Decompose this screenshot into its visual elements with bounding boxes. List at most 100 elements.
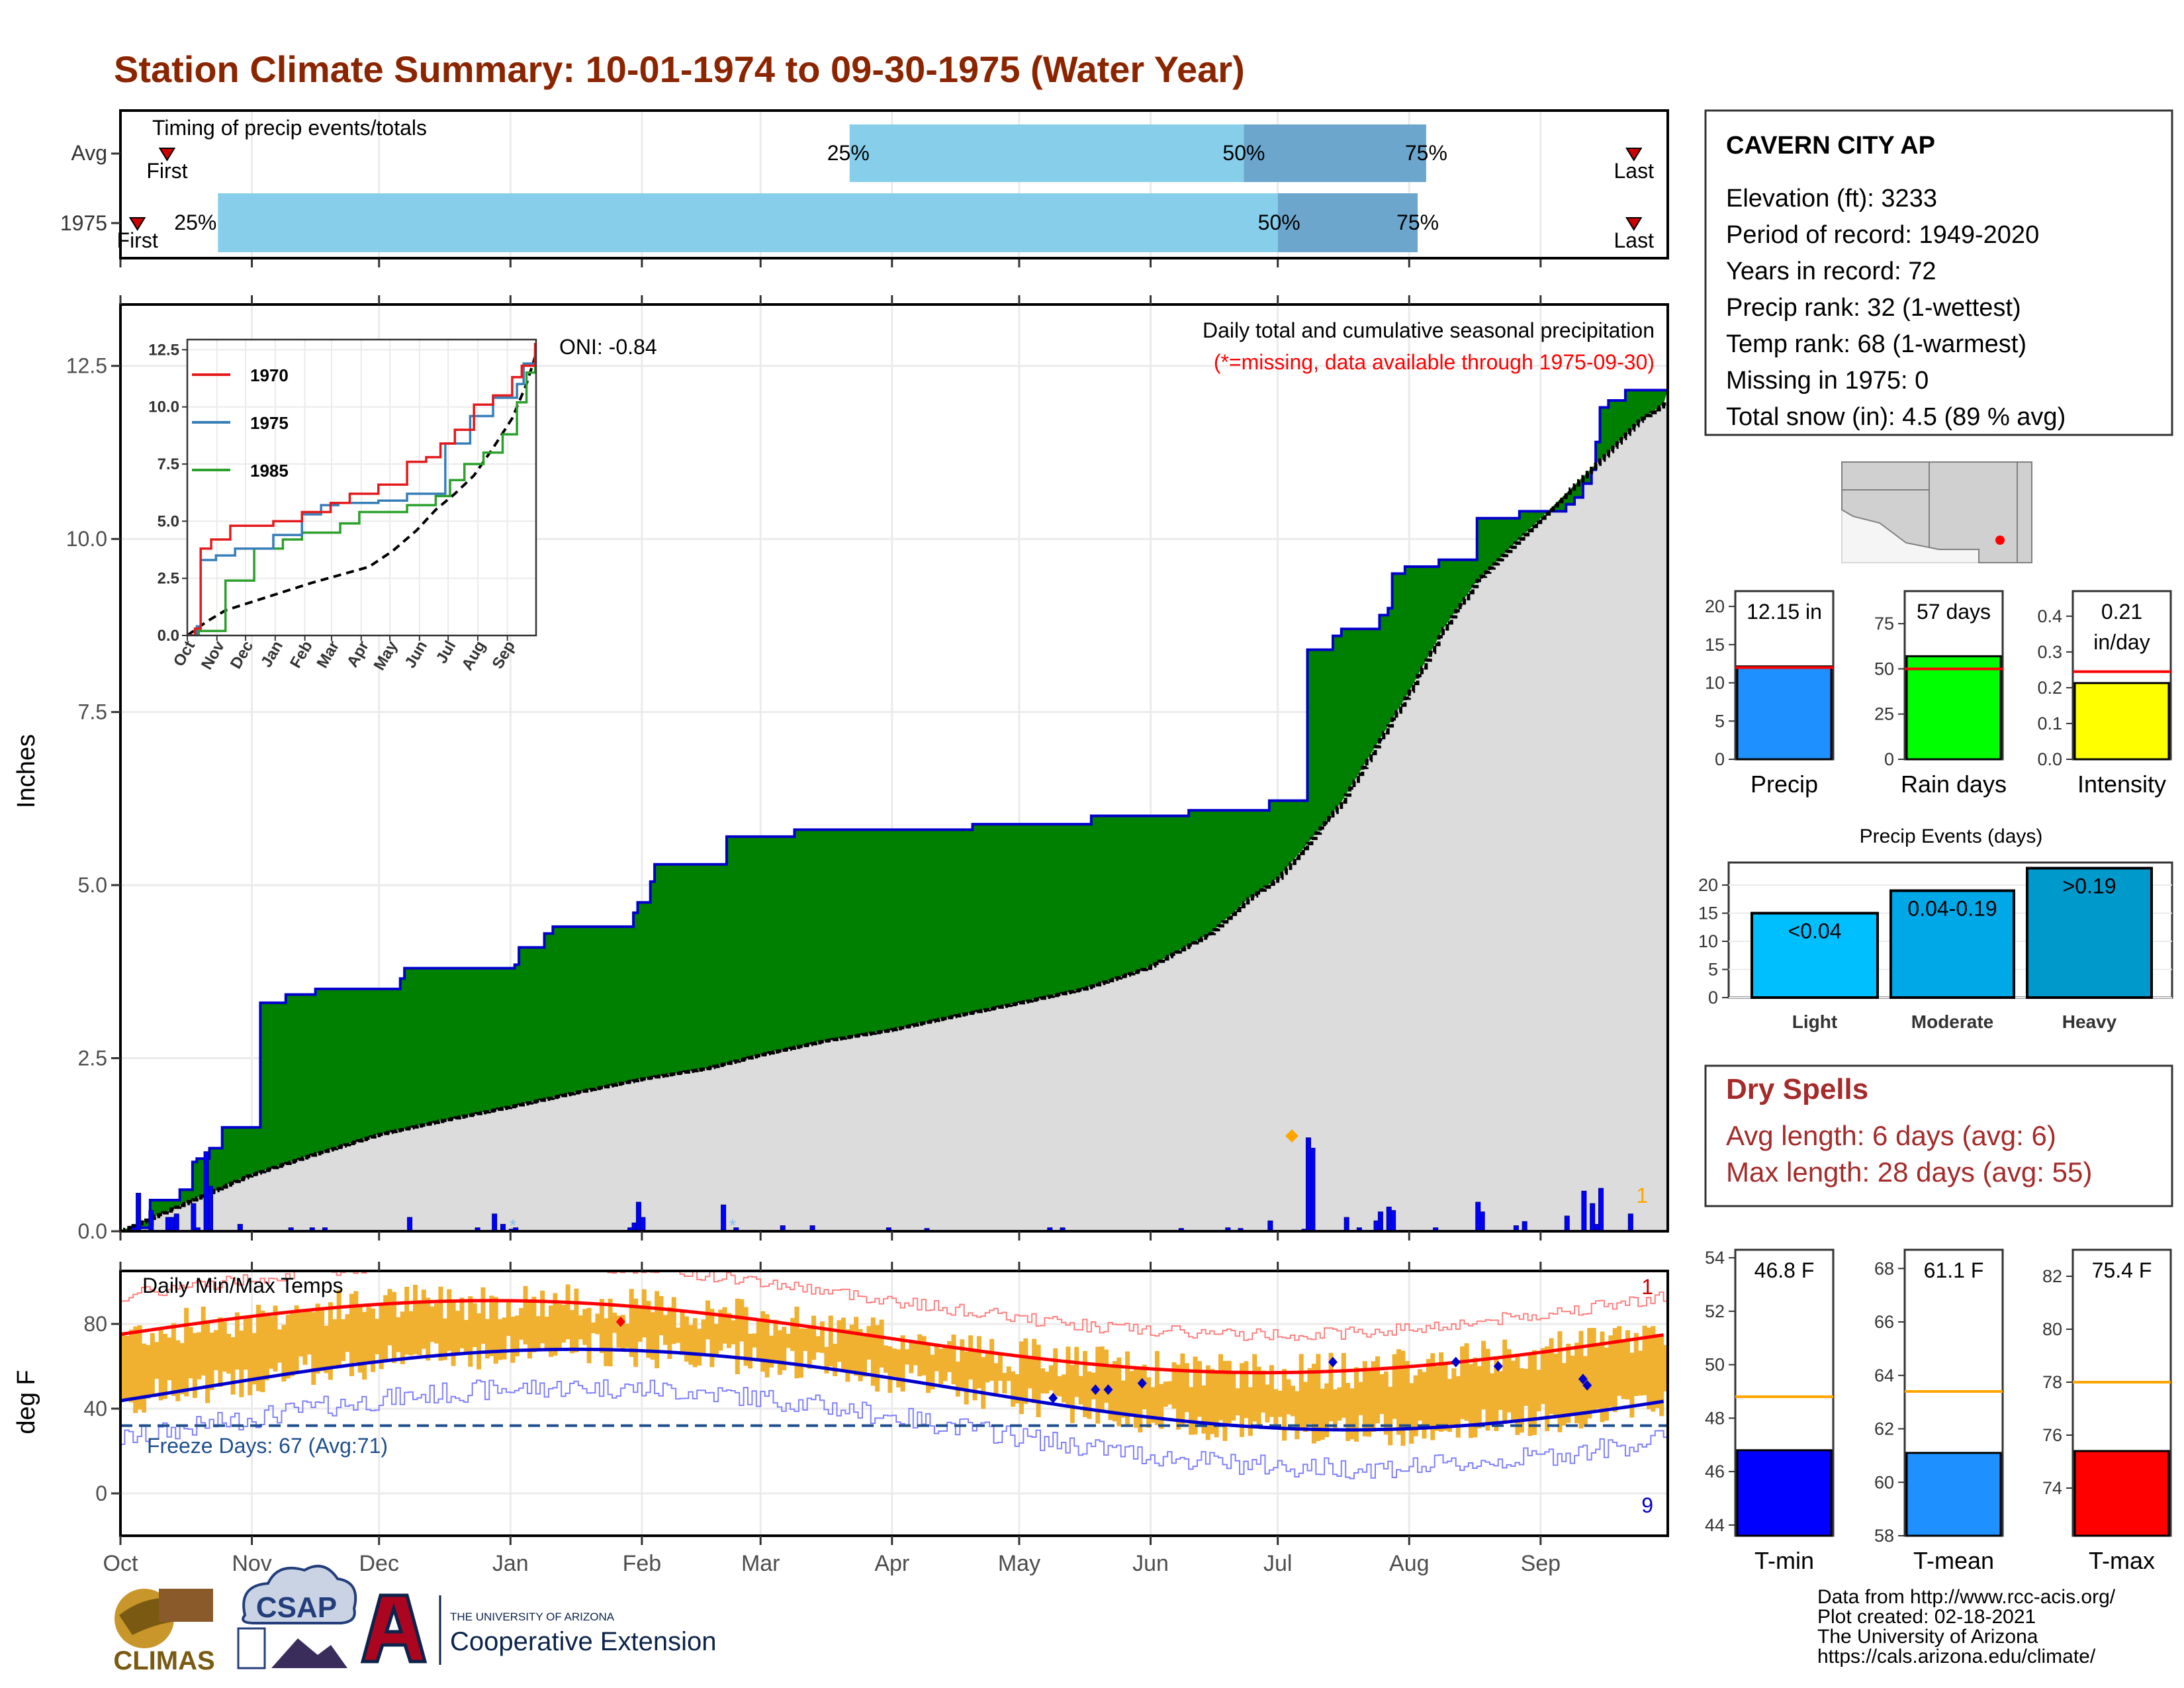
record-high-marker [615, 1316, 625, 1327]
climas-logo: CLIMAS [113, 1589, 215, 1675]
daily-temp-bar [659, 1295, 664, 1335]
daily-temp-bar [803, 1328, 808, 1351]
daily-temp-bar [1044, 1372, 1050, 1394]
daily-temp-bar [1524, 1368, 1529, 1406]
daily-temp-bar [650, 1312, 655, 1360]
daily-temp-bar [1146, 1377, 1152, 1428]
daily-temp-bar [222, 1321, 227, 1372]
csap-logo-bars [237, 1627, 266, 1669]
precip-events: Precip Events (days) 05101520<0.04Light0… [1698, 825, 2173, 1032]
daily-temp-bar [1443, 1364, 1448, 1431]
daily-temp-bar [1629, 1352, 1635, 1418]
temp-summary-tick-label: 60 [1874, 1472, 1894, 1492]
daily-temp-bar [349, 1293, 354, 1376]
missing-marker-2: * [729, 1215, 736, 1235]
daily-temp-bar [417, 1299, 422, 1356]
timing-bar-50-75 [1244, 124, 1426, 182]
temp-summary-value: 46.8 F [1754, 1258, 1815, 1282]
station-total-snow: Total snow (in): 4.5 (89 % avg) [1726, 403, 2066, 431]
daily-temp-bar [1418, 1369, 1423, 1421]
daily-temp-bar [1625, 1330, 1630, 1400]
daily-temp-bar [239, 1331, 244, 1397]
timing-panel: 25% 50% 75% First Last 25% 50% 75% First Last Tim… [60, 109, 1669, 267]
daily-temp-bar [1353, 1367, 1359, 1442]
timing-label-50: 50% [1258, 211, 1300, 234]
temp-summary-tick-label: 48 [1705, 1408, 1725, 1428]
daily-temp-bar [146, 1344, 151, 1399]
record-low-marker [1493, 1361, 1503, 1372]
daily-temp-bar [938, 1348, 944, 1385]
daily-temp-bar [1591, 1328, 1596, 1413]
first-event-label: First [146, 159, 187, 183]
daily-temp-bar [794, 1306, 799, 1379]
daily-temp-bar [201, 1306, 206, 1376]
month-tick-label: Mar [741, 1551, 780, 1576]
daily-temp-bar [849, 1325, 854, 1371]
daily-temp-bar [1549, 1338, 1554, 1415]
daily-temp-bar [1485, 1348, 1490, 1431]
daily-temp-bar [960, 1339, 965, 1389]
station-info: CAVERN CITY AP Elevation (ft): 3233 Peri… [1704, 109, 2173, 436]
daily-temp-bar [964, 1351, 969, 1405]
daily-temp-bar [616, 1315, 621, 1348]
daily-temp-bar [718, 1309, 723, 1351]
daily-temp-bar [1426, 1358, 1431, 1428]
daily-temp-bar [1409, 1383, 1414, 1444]
daily-temp-bar [612, 1313, 617, 1333]
daily-temp-bar [739, 1299, 745, 1342]
daily-temp-bar [192, 1333, 197, 1398]
daily-precip-bar [492, 1213, 498, 1231]
daily-temp-bar [294, 1305, 299, 1374]
daily-precip-bar [721, 1204, 727, 1231]
summary-bar-value-label: in/day [2093, 630, 2150, 654]
daily-temp-bar [735, 1298, 740, 1374]
daily-temp-bar [1078, 1376, 1083, 1405]
timing-label-25: 25% [174, 211, 216, 234]
daily-precip-bar [1267, 1220, 1273, 1231]
daily-temp-bar [1252, 1354, 1257, 1422]
daily-temp-bar [167, 1337, 172, 1381]
dry-spells-box [1704, 1064, 2173, 1207]
temp-panel-title: Daily Min/Max Temps [142, 1274, 343, 1297]
page-title: Station Climate Summary: 10-01-1974 to 0… [114, 48, 1245, 90]
daily-temp-bar [1311, 1364, 1316, 1444]
daily-temp-bar [1489, 1373, 1494, 1426]
daily-temp-bar [1362, 1361, 1367, 1436]
daily-temp-bar [133, 1326, 138, 1413]
daily-temp-bar [582, 1309, 588, 1345]
daily-temp-bar [226, 1333, 232, 1374]
daily-temp-bar [561, 1305, 567, 1343]
daily-temp-bar [676, 1327, 681, 1343]
temp-summary-tick-label: 64 [1874, 1366, 1894, 1385]
daily-temp-bar [1053, 1348, 1058, 1396]
daily-temp-bar [858, 1329, 863, 1382]
daily-precip-bar [191, 1203, 197, 1231]
daily-temp-bar [332, 1319, 338, 1367]
precip-y-tick-label: 7.5 [78, 700, 107, 724]
daily-temp-bar [743, 1307, 749, 1366]
daily-temp-bar [455, 1311, 461, 1354]
daily-temp-bar [604, 1318, 609, 1366]
daily-temp-bar [722, 1307, 727, 1344]
events-y-tick-label: 20 [1698, 875, 1718, 895]
daily-temp-bar [1561, 1363, 1567, 1426]
month-tick-label: Oct [103, 1551, 138, 1576]
first-event-marker [158, 148, 176, 162]
month-tick-label: Dec [359, 1551, 398, 1576]
daily-temp-bar [1430, 1353, 1435, 1440]
daily-temp-bar [311, 1312, 316, 1385]
daily-temp-bar [1282, 1369, 1287, 1441]
ua-small-text: THE UNIVERSITY OF ARIZONA [450, 1611, 615, 1623]
record-low-marker [1137, 1378, 1147, 1389]
climas-logo-text: CLIMAS [113, 1646, 214, 1675]
summary-bar-value-label: 12.15 in [1747, 600, 1822, 624]
credits: Data from http://www.rcc-acis.org/ Plot … [1817, 1586, 2116, 1667]
summary-bar-tick-label: 0 [1715, 749, 1725, 769]
daily-temp-bar [1244, 1361, 1249, 1419]
daily-temp-bar [1214, 1372, 1219, 1438]
daily-temp-bar [1023, 1338, 1028, 1404]
timing-label-75: 75% [1396, 211, 1439, 234]
daily-precip-bar [886, 1227, 891, 1231]
daily-temp-bar [1290, 1385, 1295, 1417]
